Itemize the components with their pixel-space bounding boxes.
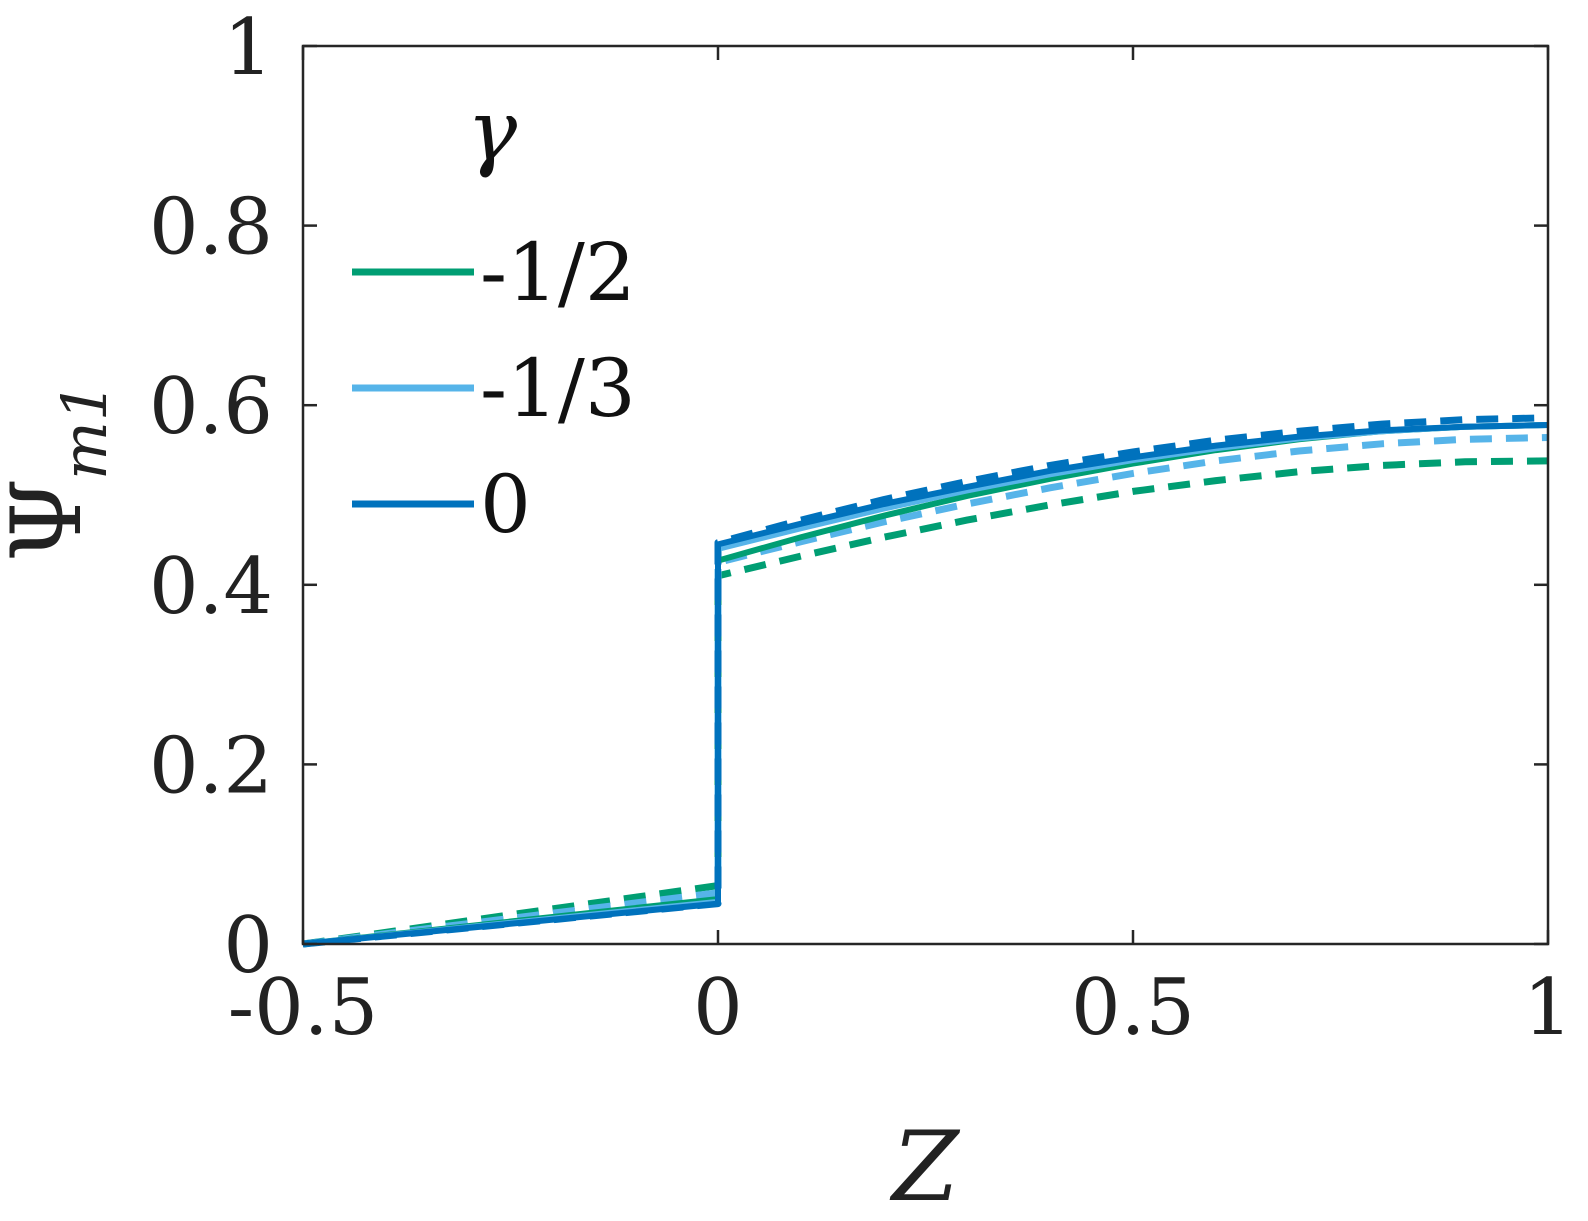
y-tick-label: 0: [223, 901, 273, 991]
x-tick-label: 0: [693, 963, 743, 1053]
y-axis-label-symbol: Ψ: [0, 478, 103, 562]
legend-label: 0: [480, 458, 531, 551]
x-tick-label: 0.5: [1071, 963, 1195, 1053]
legend-label: -1/2: [480, 226, 636, 319]
legend-label: -1/3: [480, 342, 636, 435]
x-tick-label: -0.5: [228, 963, 378, 1053]
y-tick-label: 0.8: [149, 183, 273, 273]
axis-tick-labels: -0.5 0 0.5 100.20.40.60.81: [149, 3, 1573, 1053]
axis-ticks: [301, 44, 1550, 946]
axes-box: [301, 44, 1550, 946]
y-tick-label: 0.4: [149, 542, 273, 632]
y-axis-label: Ψ m1: [0, 382, 121, 562]
series-line-0-solid: [302, 422, 1549, 947]
x-tick-label: 1: [1523, 963, 1573, 1053]
y-axis-label-subscript: m1: [48, 382, 121, 480]
y-tick-label: 0.2: [149, 721, 273, 811]
series-line--1-3-dashed: [302, 434, 1549, 948]
y-tick-label: 1: [223, 3, 273, 93]
plot-area: [302, 414, 1549, 948]
y-tick-label: 0.6: [149, 362, 273, 452]
axis-titles: Z Ψ m1: [0, 382, 961, 1221]
x-axis-label: Z: [889, 1111, 961, 1221]
legend-title: γ: [467, 82, 518, 180]
legend: γ -1/2 -1/3 0: [352, 82, 636, 551]
